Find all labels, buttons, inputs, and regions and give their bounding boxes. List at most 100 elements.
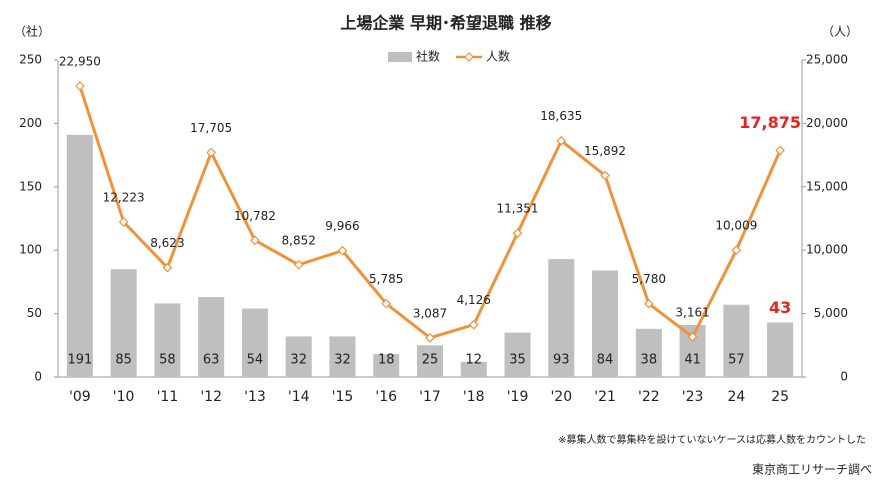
y-tick-label: 0 [34, 370, 42, 384]
line-label: 15,892 [584, 144, 626, 158]
y-tick-label: 50 [27, 306, 42, 320]
bar [548, 259, 575, 377]
y-axis-title: （社） [14, 24, 50, 39]
line-label: 22,950 [59, 54, 101, 68]
x-tick-label: '15 [332, 389, 354, 405]
line-marker [250, 235, 260, 246]
line-marker [337, 245, 348, 256]
x-tick-label: 25 [771, 389, 789, 405]
x-tick-label: '11 [157, 389, 179, 405]
line-label: 9,966 [325, 219, 359, 233]
bar-label: 93 [553, 353, 570, 368]
y-tick-label: 100 [19, 243, 42, 257]
line-label: 5,780 [632, 272, 666, 286]
bar-label: 58 [159, 353, 176, 368]
line-marker [381, 298, 392, 309]
line-label: 3,087 [413, 306, 447, 320]
line-marker [600, 170, 610, 181]
line-marker [687, 332, 698, 342]
x-tick-label: 24 [727, 389, 745, 405]
bar-label: 63 [203, 353, 220, 368]
x-tick-label: '17 [419, 389, 441, 405]
bar [373, 354, 400, 377]
x-tick-label: '19 [507, 389, 529, 405]
line-marker [293, 259, 304, 270]
bar [767, 322, 794, 377]
bar-label: 191 [67, 353, 92, 368]
legend-swatch [464, 52, 474, 62]
bar-label: 32 [290, 353, 307, 368]
x-tick-label: '23 [682, 389, 704, 405]
bar-label: 54 [247, 353, 264, 368]
source: 東京商工リサーチ調べ [752, 462, 872, 477]
line-label: 17,875 [739, 113, 801, 132]
x-tick-label: '21 [594, 389, 616, 405]
bar [66, 134, 93, 377]
bar-label: 32 [334, 353, 351, 368]
bar-label: 38 [641, 353, 658, 368]
y-tick-label: 150 [19, 179, 42, 193]
line-label: 4,126 [457, 293, 491, 307]
line-label: 8,623 [150, 236, 184, 250]
legend-label: 社数 [416, 49, 440, 64]
x-tick-label: '09 [69, 389, 91, 405]
y2-tick-label: 15,000 [806, 179, 848, 193]
bar-label: 12 [465, 353, 482, 368]
line [78, 85, 782, 340]
bar [154, 303, 181, 377]
x-tick-label: '20 [550, 389, 572, 405]
bar [198, 297, 225, 377]
line-marker [75, 81, 85, 91]
line-label: 12,223 [103, 191, 145, 205]
bar-label: 85 [115, 353, 132, 368]
line-label: 17,705 [190, 121, 232, 135]
note: ※募集人数で募集枠を設けていないケースは応募人数をカウントした [558, 433, 866, 446]
line-label: 3,161 [675, 305, 709, 319]
line-label: 10,782 [234, 209, 276, 223]
x-tick-label: '10 [113, 389, 135, 405]
line-label: 5,785 [369, 272, 403, 286]
bar-label: 43 [769, 298, 791, 317]
x-tick-label: '22 [638, 389, 660, 405]
line-marker [512, 228, 523, 238]
bar-label: 25 [422, 353, 439, 368]
bar [504, 332, 531, 377]
x-tick-label: '18 [463, 389, 485, 405]
x-tick-label: '16 [375, 389, 397, 405]
bar [417, 345, 443, 377]
bar [723, 304, 750, 377]
bar [635, 328, 662, 377]
bar [285, 336, 312, 377]
y2-tick-label: 0 [840, 370, 848, 384]
line-marker [118, 217, 129, 227]
y-tick-label: 250 [19, 53, 42, 67]
line-label: 18,635 [540, 109, 582, 123]
line-marker [468, 319, 479, 330]
line-marker [643, 298, 654, 309]
line-label: 10,009 [715, 219, 757, 233]
line-marker [775, 145, 785, 156]
line-marker [162, 262, 173, 273]
y2-tick-label: 10,000 [806, 243, 848, 257]
bar [592, 270, 619, 377]
legend-swatch [388, 52, 412, 62]
y2-tick-label: 20,000 [806, 116, 848, 130]
bar-label: 18 [378, 353, 395, 368]
y2-axis-title: （人） [822, 25, 858, 39]
bar [460, 361, 487, 377]
bar-label: 41 [684, 353, 701, 368]
legend-label: 人数 [486, 49, 510, 64]
y-tick-label: 200 [19, 116, 42, 130]
y2-tick-label: 25,000 [806, 53, 848, 67]
line-marker [731, 245, 742, 255]
line-label: 11,351 [497, 202, 539, 216]
x-tick-label: '12 [200, 389, 222, 405]
line-label: 8,852 [282, 233, 316, 247]
x-tick-label: '14 [288, 389, 310, 405]
bar-label: 35 [509, 353, 526, 368]
y2-tick-label: 5,000 [814, 306, 848, 320]
bar-label: 57 [728, 353, 745, 368]
x-tick-label: '13 [244, 389, 266, 405]
line-marker [556, 135, 567, 146]
line-marker [206, 147, 217, 158]
